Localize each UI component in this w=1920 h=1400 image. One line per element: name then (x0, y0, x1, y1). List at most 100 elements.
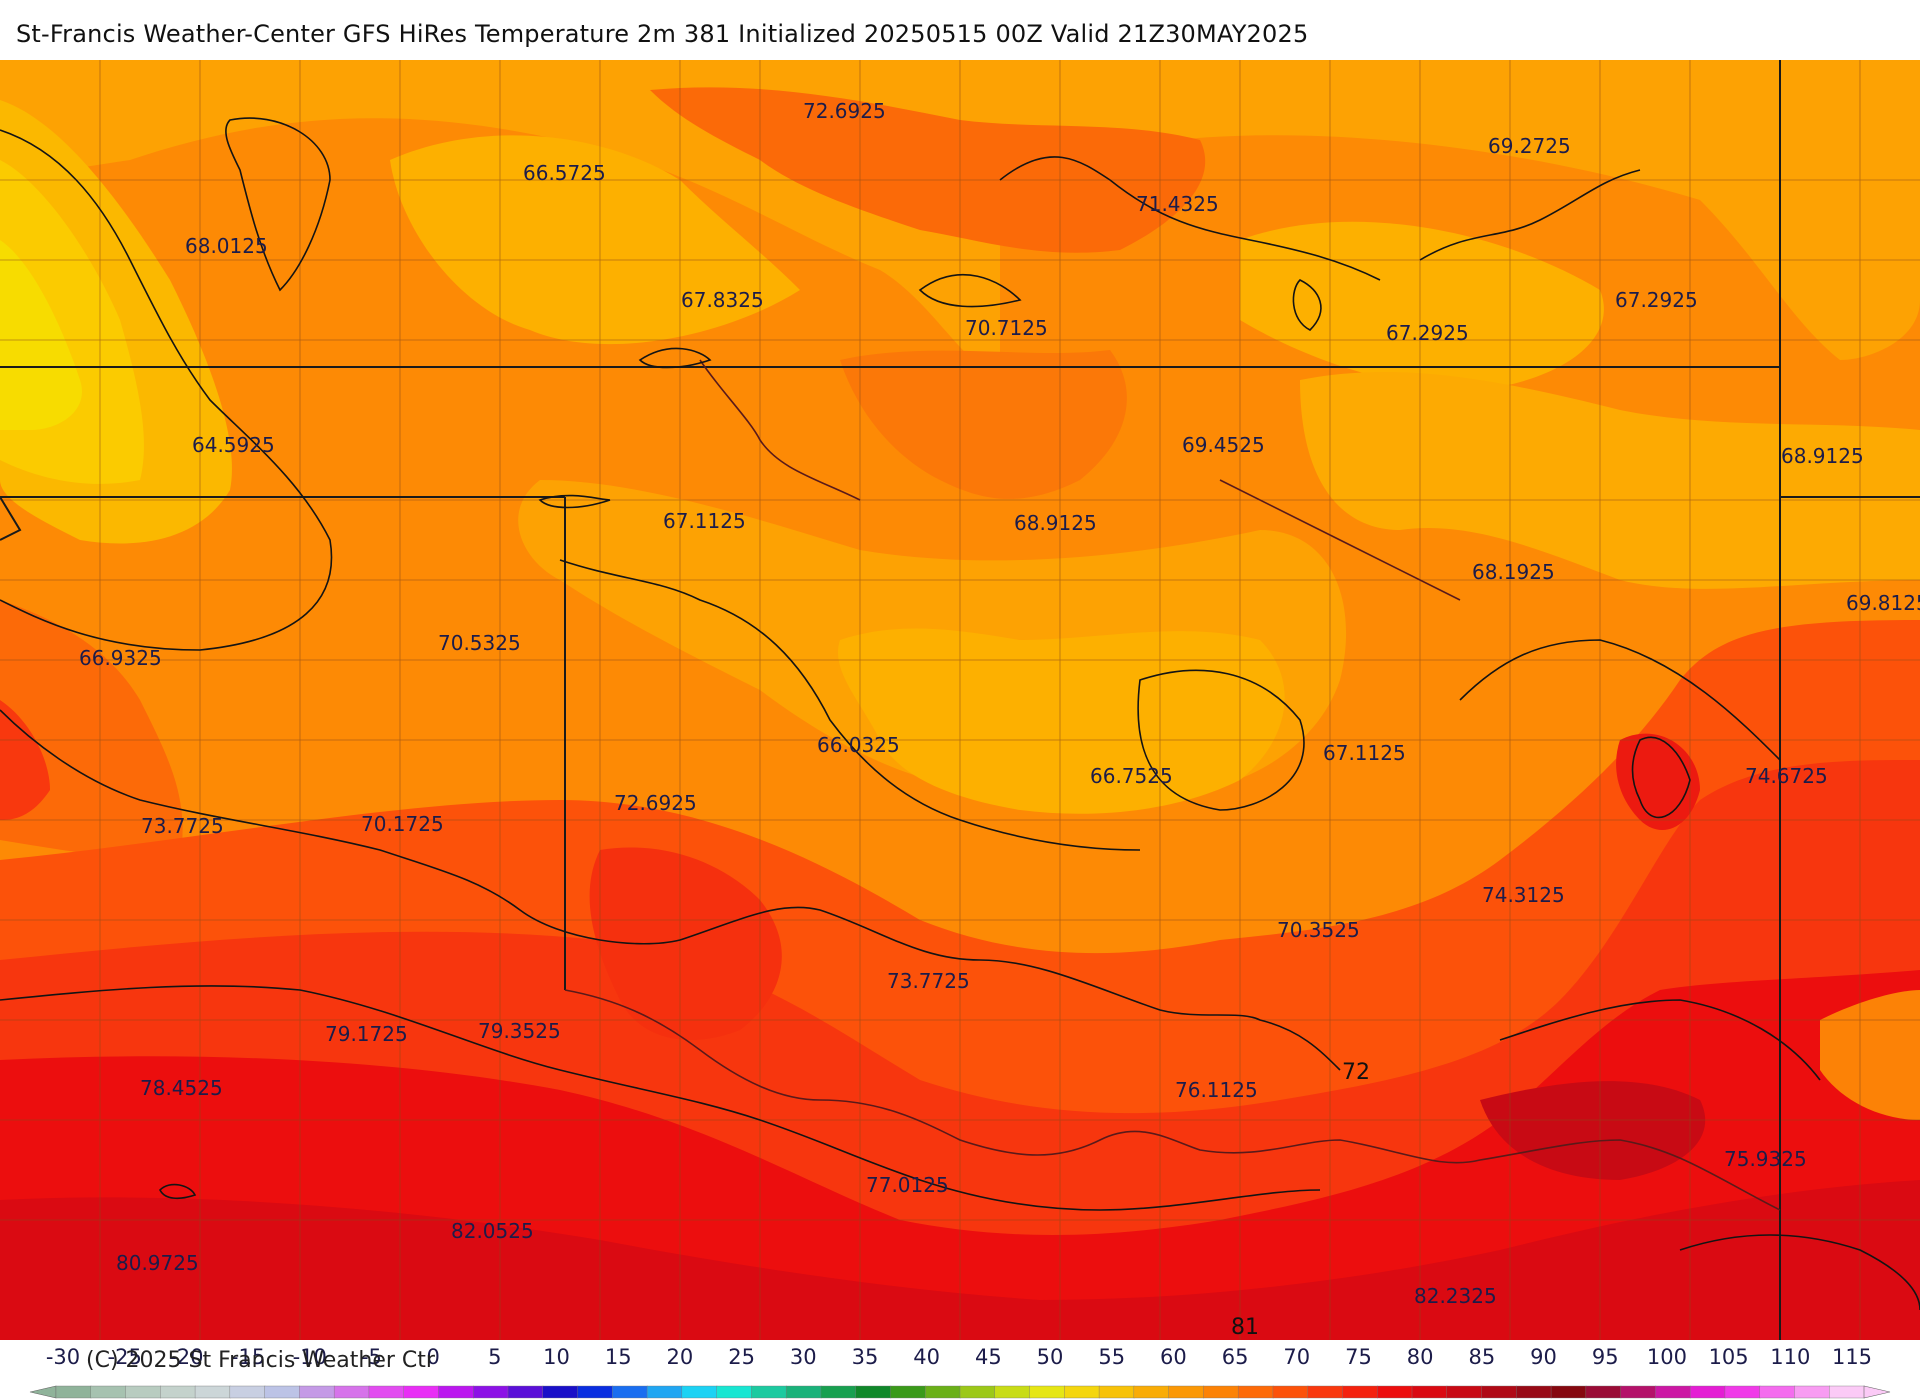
map-label: 66.0325 (817, 733, 900, 757)
map-label: 68.1925 (1472, 560, 1555, 584)
map-label: 68.0125 (185, 234, 268, 258)
colorbar-swatch (333, 1385, 370, 1399)
colorbar-swatch (612, 1385, 648, 1399)
colorbar-swatch (507, 1385, 544, 1399)
map-label: 68.9125 (1014, 511, 1097, 535)
map-label: 67.2925 (1615, 288, 1698, 312)
colorbar-tick: 5 (488, 1345, 501, 1369)
map-label: 66.5725 (523, 161, 606, 185)
map-label: 74.3125 (1482, 883, 1565, 907)
colorbar-swatch (681, 1385, 718, 1399)
colorbar-max-arrow (1863, 1385, 1891, 1399)
colorbar-swatch (1029, 1385, 1066, 1399)
colorbar-swatch (1724, 1385, 1761, 1399)
colorbar-swatch (1446, 1385, 1483, 1399)
colorbar-tick: 25 (728, 1345, 755, 1369)
map-label: 67.2925 (1386, 321, 1469, 345)
map-label: 68.9125 (1781, 444, 1864, 468)
colorbar-tick: 110 (1770, 1345, 1810, 1369)
colorbar-tick: -10 (293, 1345, 327, 1369)
colorbar-swatch (820, 1385, 857, 1399)
colorbar-swatch (577, 1385, 614, 1399)
map-label: 80.9725 (116, 1251, 199, 1275)
colorbar-swatch (438, 1385, 474, 1399)
colorbar-swatch (1411, 1385, 1448, 1399)
contour-label: 72 (1342, 1060, 1370, 1085)
colorbar-tick: 30 (790, 1345, 817, 1369)
colorbar-swatch (1829, 1385, 1865, 1399)
map-title: St-Francis Weather-Center GFS HiRes Temp… (16, 20, 1309, 48)
colorbar-swatch (403, 1385, 440, 1399)
colorbar-swatch (959, 1385, 996, 1399)
colorbar-swatch (1689, 1385, 1726, 1399)
map-label: 70.3525 (1277, 918, 1360, 942)
map-label: 66.9325 (79, 646, 162, 670)
state-boundaries (0, 60, 1920, 1340)
colorbar-swatch (1620, 1385, 1657, 1399)
colorbar-swatch (1237, 1385, 1274, 1399)
colorbar-swatch (1064, 1385, 1100, 1399)
isotherm-contours (0, 117, 1920, 1311)
map-label: 82.0525 (451, 1219, 534, 1243)
contour-label: 81 (1231, 1315, 1259, 1340)
colorbar-swatch (90, 1385, 127, 1399)
colorbar-tick: 50 (1037, 1345, 1064, 1369)
colorbar-swatch (855, 1385, 892, 1399)
colorbar-tick: 10 (543, 1345, 570, 1369)
colorbar-tick: 90 (1530, 1345, 1557, 1369)
colorbar-swatch (1098, 1385, 1135, 1399)
colorbar-swatch (473, 1385, 509, 1399)
colorbar-swatch (55, 1385, 92, 1399)
colorbar-tick: 0 (426, 1345, 439, 1369)
colorbar-swatch (1585, 1385, 1622, 1399)
county-boundaries (0, 60, 1920, 1340)
colorbar-swatch (1794, 1385, 1830, 1399)
map-label: 67.1125 (663, 509, 746, 533)
map-label: 72.6925 (803, 99, 886, 123)
colorbar-tick: 95 (1592, 1345, 1619, 1369)
colorbar-swatch (1759, 1385, 1796, 1399)
colorbar-tick: -15 (231, 1345, 265, 1369)
colorbar-tick: 115 (1832, 1345, 1872, 1369)
colorbar-swatch (1481, 1385, 1518, 1399)
colorbar-swatch (646, 1385, 683, 1399)
map-label: 64.5925 (192, 433, 275, 457)
colorbar-tick: 65 (1222, 1345, 1249, 1369)
colorbar-tick: 45 (975, 1345, 1002, 1369)
map-label: 69.2725 (1488, 134, 1571, 158)
map-label: 79.3525 (478, 1019, 561, 1043)
colorbar-tick: -25 (108, 1345, 142, 1369)
colorbar-tick: 35 (852, 1345, 879, 1369)
colorbar-swatch (1516, 1385, 1552, 1399)
colorbar-swatch (716, 1385, 753, 1399)
map-label: 76.1125 (1175, 1078, 1258, 1102)
colorbar-tick: 60 (1160, 1345, 1187, 1369)
colorbar-swatch (1550, 1385, 1587, 1399)
colorbar-tick: 40 (913, 1345, 940, 1369)
colorbar-tick: 15 (605, 1345, 632, 1369)
contour-value-labels: 72 81 (1231, 1060, 1370, 1340)
temperature-colorbar: -30 -25 -20 -15 -10 -5 0 5 10 15 20 25 30 35 40 45 50 55 6… (29, 1345, 1891, 1399)
colorbar-swatch (925, 1385, 961, 1399)
colorbar-swatch (751, 1385, 787, 1399)
colorbar-swatch (299, 1385, 335, 1399)
colorbar-tick: 70 (1283, 1345, 1310, 1369)
colorbar-tick: 100 (1647, 1345, 1687, 1369)
colorbar-swatch (368, 1385, 405, 1399)
colorbar-tick: 55 (1098, 1345, 1125, 1369)
colorbar-swatch (542, 1385, 579, 1399)
colorbar-swatches (29, 1385, 1891, 1399)
map-label: 67.8325 (681, 288, 764, 312)
map-label: 71.4325 (1136, 192, 1219, 216)
map-label: 79.1725 (325, 1022, 408, 1046)
colorbar-swatch (1133, 1385, 1170, 1399)
map-label: 75.9325 (1724, 1147, 1807, 1171)
colorbar-swatch (194, 1385, 231, 1399)
colorbar-tick-labels: -30 -25 -20 -15 -10 -5 0 5 10 15 20 25 30 35 40 45 50 55 6… (46, 1345, 1872, 1369)
map-label: 66.7525 (1090, 764, 1173, 788)
colorbar-tick: 75 (1345, 1345, 1372, 1369)
map-label: 69.8125 (1846, 591, 1920, 615)
map-label: 70.5325 (438, 631, 521, 655)
colorbar-tick: 80 (1407, 1345, 1434, 1369)
map-label: 77.0125 (866, 1173, 949, 1197)
